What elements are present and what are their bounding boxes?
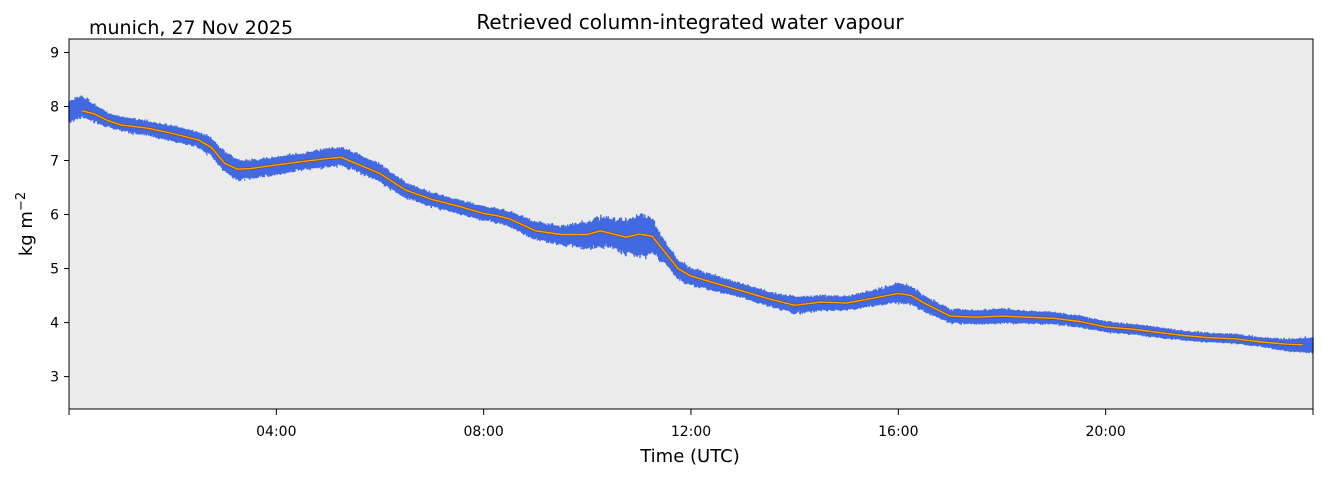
y-axis-label: kg m−2 bbox=[14, 192, 37, 256]
plot-area bbox=[69, 39, 1313, 409]
smoothed-series-layer bbox=[81, 109, 1303, 346]
y-tick-label: 6 bbox=[50, 208, 59, 224]
y-tick-label: 5 bbox=[50, 262, 59, 278]
y-axis-label-main: kg m bbox=[16, 211, 37, 256]
y-tick-label: 9 bbox=[50, 46, 59, 62]
x-tick-label: 04:00 bbox=[256, 424, 296, 440]
y-tick-label: 4 bbox=[50, 316, 59, 332]
x-axis-label: Time (UTC) bbox=[639, 446, 740, 467]
x-tick-label: 16:00 bbox=[878, 424, 918, 440]
y-tick-label: 8 bbox=[50, 100, 59, 116]
smoothed-series-line bbox=[81, 110, 1303, 346]
y-axis: 3 4 5 6 7 8 9 bbox=[50, 46, 69, 386]
chart-title: Retrieved column-integrated water vapour bbox=[476, 10, 904, 34]
y-tick-label: 7 bbox=[50, 154, 59, 170]
x-tick-label: 20:00 bbox=[1085, 424, 1125, 440]
x-tick-label: 08:00 bbox=[463, 424, 503, 440]
y-axis-label-exponent: −2 bbox=[14, 192, 29, 211]
x-tick-label: 12:00 bbox=[671, 424, 711, 440]
x-axis: 04:00 08:00 12:00 16:00 20:00 bbox=[68, 409, 1314, 440]
location-date-label: munich, 27 Nov 2025 bbox=[89, 17, 293, 39]
y-tick-label: 3 bbox=[50, 370, 59, 386]
